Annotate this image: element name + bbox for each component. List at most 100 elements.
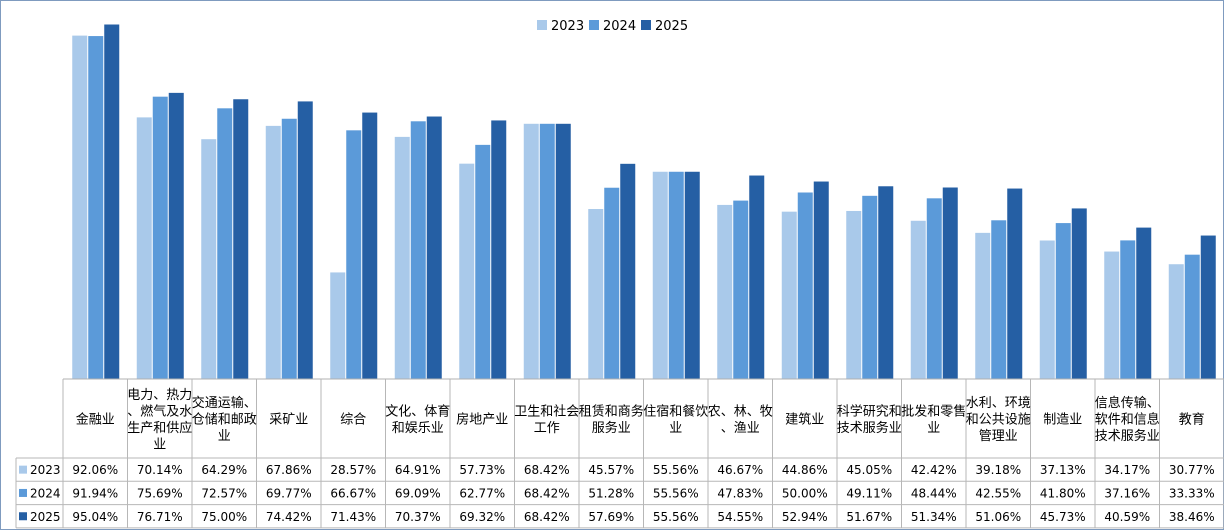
bar-2024-17 bbox=[1184, 254, 1200, 379]
cell-2023-2: 64.29% bbox=[201, 463, 247, 477]
cell-2023-1: 70.14% bbox=[137, 463, 183, 477]
bar-2025-17 bbox=[1200, 235, 1216, 379]
cell-2024-11: 50.00% bbox=[782, 486, 828, 500]
cell-2023-9: 55.56% bbox=[653, 463, 699, 477]
cell-2025-1: 76.71% bbox=[137, 510, 183, 524]
cell-2023-13: 42.42% bbox=[911, 463, 957, 477]
cell-2023-5: 64.91% bbox=[395, 463, 441, 477]
legend-key-2024 bbox=[589, 20, 599, 30]
bar-2025-13 bbox=[942, 187, 958, 379]
cell-2025-15: 45.73% bbox=[1040, 510, 1086, 524]
bar-2024-16 bbox=[1120, 240, 1136, 379]
cell-2024-16: 37.16% bbox=[1104, 486, 1150, 500]
legend-label-2025: 2025 bbox=[655, 19, 688, 34]
bar-2024-3 bbox=[281, 118, 297, 379]
bar-2023-0 bbox=[72, 35, 88, 379]
bar-2023-17 bbox=[1168, 264, 1184, 379]
legend-key-2025 bbox=[641, 20, 651, 30]
cell-2023-16: 34.17% bbox=[1104, 463, 1150, 477]
category-label-1: 电力、热力、燃气及水生产和供应业 bbox=[127, 388, 192, 453]
cell-2023-3: 67.86% bbox=[266, 463, 312, 477]
category-label-2: 交通运输、仓储和邮政业 bbox=[192, 395, 257, 444]
bars bbox=[72, 24, 1216, 380]
bar-2024-0 bbox=[88, 36, 104, 379]
bar-2025-10 bbox=[749, 175, 765, 379]
row-label-2023: 2023 bbox=[30, 463, 61, 477]
row-label-2025: 2025 bbox=[30, 510, 61, 524]
bar-2025-9 bbox=[684, 171, 700, 379]
cell-2023-12: 45.05% bbox=[846, 463, 892, 477]
legend-label-2024: 2024 bbox=[603, 19, 636, 34]
cell-2023-15: 37.13% bbox=[1040, 463, 1086, 477]
bar-2023-3 bbox=[265, 125, 281, 379]
bar-2025-2 bbox=[233, 99, 249, 379]
cell-2024-14: 42.55% bbox=[975, 486, 1021, 500]
bar-2024-11 bbox=[797, 192, 813, 379]
bar-2023-2 bbox=[201, 139, 217, 379]
category-label-6: 房地产业 bbox=[456, 412, 508, 428]
category-label-5: 文化、体育和娱乐业 bbox=[385, 403, 450, 436]
cell-2024-6: 62.77% bbox=[459, 486, 505, 500]
category-label-3: 采矿业 bbox=[269, 413, 308, 428]
bar-2023-9 bbox=[652, 171, 668, 379]
cell-2025-4: 71.43% bbox=[330, 510, 376, 524]
cell-2025-17: 38.46% bbox=[1169, 510, 1215, 524]
cell-2025-11: 52.94% bbox=[782, 510, 828, 524]
bar-2023-15 bbox=[1039, 240, 1055, 379]
bar-2024-4 bbox=[346, 130, 362, 379]
row-label-2024: 2024 bbox=[30, 486, 61, 500]
cell-2025-7: 68.42% bbox=[524, 510, 570, 524]
cell-2023-6: 57.73% bbox=[459, 463, 505, 477]
cell-2023-14: 39.18% bbox=[975, 463, 1021, 477]
category-label-7: 卫生和社会工作 bbox=[514, 403, 579, 436]
data-table-rows: 2023 92.06% 70.14% 64.29% 67.86% 28.57% 64.91%… bbox=[19, 463, 1215, 524]
bar-2025-12 bbox=[878, 186, 894, 379]
cell-2024-8: 51.28% bbox=[588, 486, 634, 500]
cell-2025-10: 54.55% bbox=[717, 510, 763, 524]
cell-2025-5: 70.37% bbox=[395, 510, 441, 524]
bar-2025-16 bbox=[1136, 227, 1152, 379]
row-key-2025 bbox=[19, 512, 27, 521]
bar-2025-0 bbox=[104, 24, 120, 380]
cell-2024-15: 41.80% bbox=[1040, 486, 1086, 500]
bar-2023-6 bbox=[459, 163, 475, 379]
cell-2024-3: 69.77% bbox=[266, 486, 312, 500]
bar-2023-8 bbox=[588, 209, 604, 379]
category-label-10: 农、林、牧、渔业 bbox=[708, 404, 773, 436]
legend: 2023 2024 2025 bbox=[537, 19, 688, 34]
cell-2025-9: 55.56% bbox=[653, 510, 699, 524]
bar-2025-8 bbox=[620, 163, 636, 379]
bar-2024-14 bbox=[991, 220, 1007, 379]
bar-2023-5 bbox=[394, 136, 410, 379]
cell-2023-4: 28.57% bbox=[330, 463, 376, 477]
cell-2024-13: 48.44% bbox=[911, 486, 957, 500]
category-label-11: 建筑业 bbox=[785, 412, 824, 428]
bar-2024-13 bbox=[926, 198, 942, 379]
category-label-13: 批发和零售业 bbox=[901, 403, 966, 436]
bar-2025-15 bbox=[1071, 208, 1087, 379]
legend-label-2023: 2023 bbox=[551, 19, 584, 34]
cell-2024-4: 66.67% bbox=[330, 486, 376, 500]
cell-2024-9: 55.56% bbox=[653, 486, 699, 500]
cell-2024-7: 68.42% bbox=[524, 486, 570, 500]
bar-2023-7 bbox=[523, 123, 539, 380]
bar-2024-12 bbox=[862, 195, 878, 379]
bar-2025-6 bbox=[491, 120, 507, 379]
bar-2023-14 bbox=[975, 232, 991, 379]
bar-2024-15 bbox=[1055, 223, 1071, 379]
cell-2023-17: 30.77% bbox=[1169, 463, 1215, 477]
bar-2024-2 bbox=[217, 108, 233, 379]
cell-2025-2: 75.00% bbox=[201, 510, 247, 524]
category-label-9: 住宿和餐饮业 bbox=[643, 403, 708, 436]
bar-2024-9 bbox=[668, 171, 684, 379]
category-label-0: 金融业 bbox=[76, 412, 115, 428]
bar-2024-5 bbox=[410, 121, 426, 379]
bar-2024-10 bbox=[733, 200, 749, 379]
cell-2024-1: 75.69% bbox=[137, 486, 183, 500]
category-label-17: 教育 bbox=[1179, 412, 1205, 428]
bar-2024-8 bbox=[604, 187, 620, 379]
cell-2025-8: 57.69% bbox=[588, 510, 634, 524]
category-label-14: 水利、环境和公共设施管理业 bbox=[966, 396, 1031, 444]
